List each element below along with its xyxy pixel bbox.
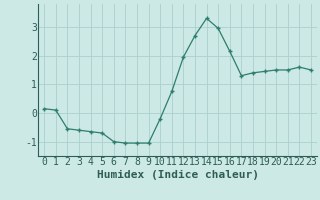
X-axis label: Humidex (Indice chaleur): Humidex (Indice chaleur): [97, 170, 259, 180]
